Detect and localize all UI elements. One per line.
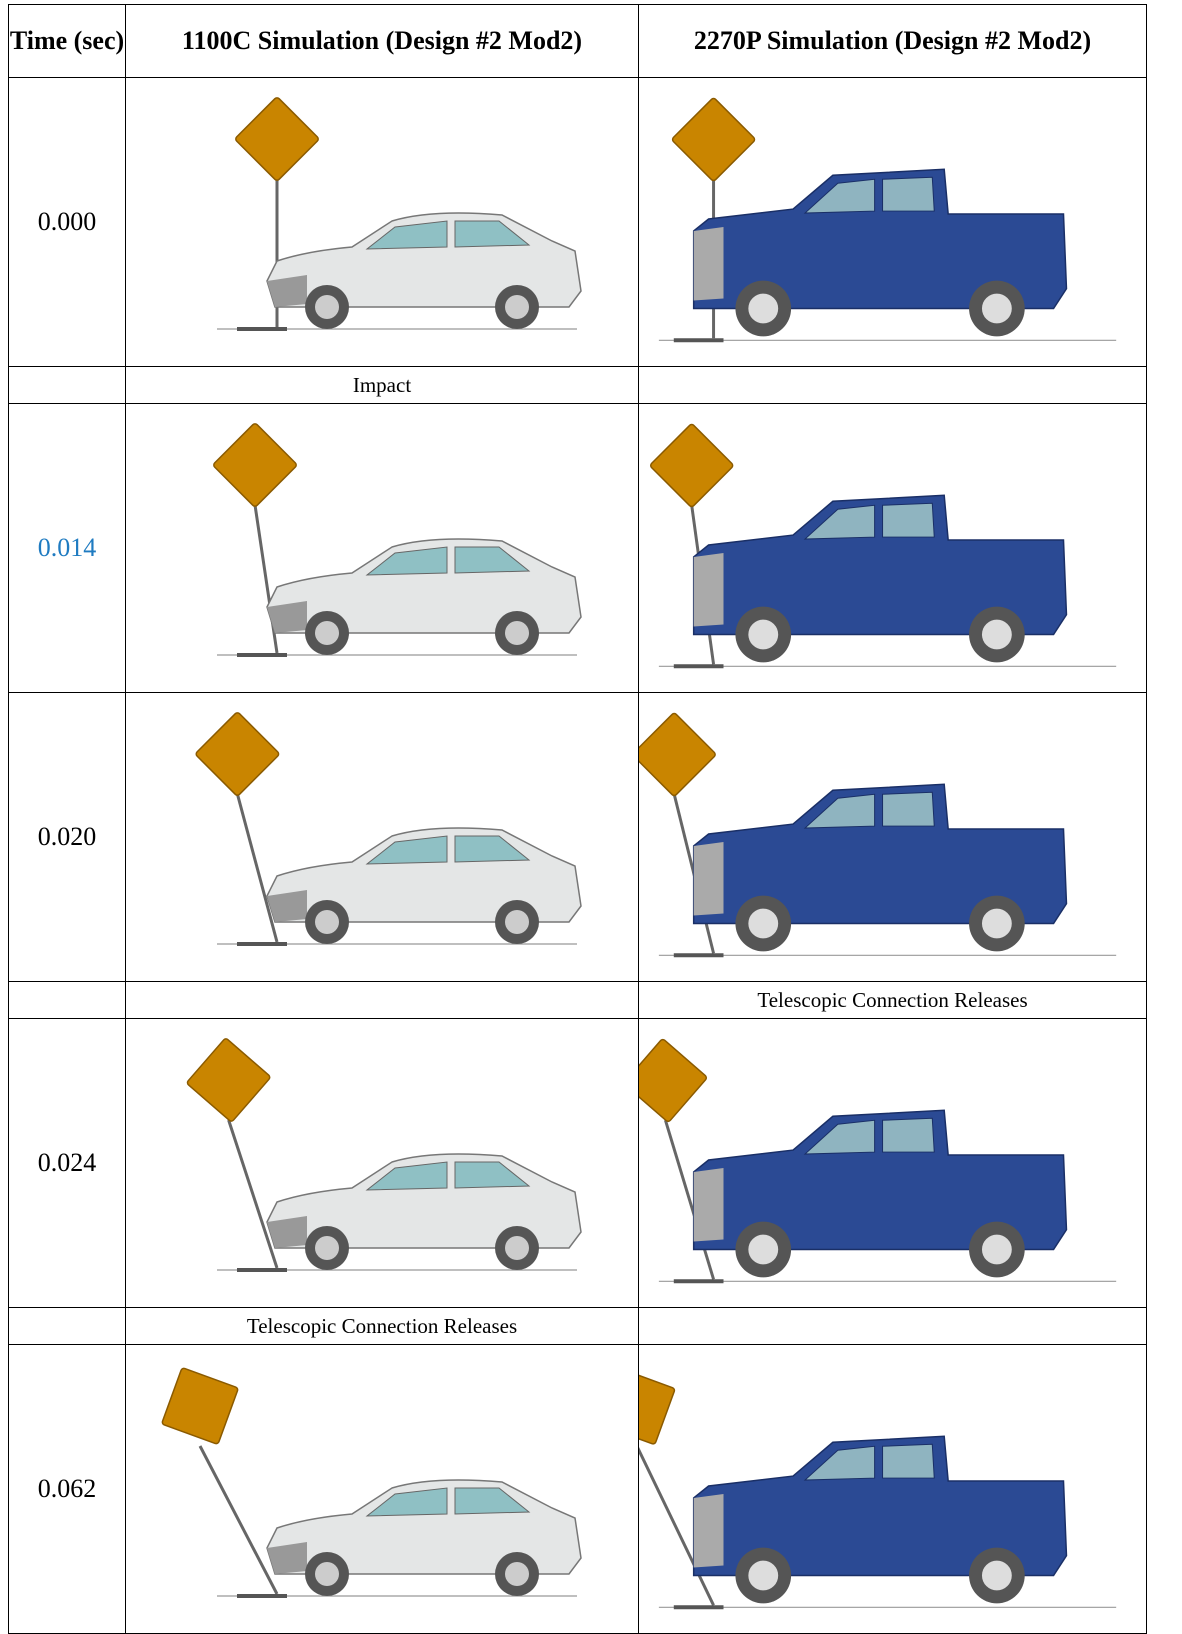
image-cell	[125, 692, 639, 982]
time-cell: 0.062	[8, 1344, 126, 1634]
image-cell	[638, 403, 1147, 693]
sim-image	[217, 95, 582, 331]
time-cell: 0.000	[8, 77, 126, 367]
sim-image	[211, 421, 582, 657]
note-cell	[638, 1307, 1147, 1345]
note-cell	[125, 981, 639, 1019]
time-cell: 0.020	[8, 692, 126, 982]
table-row: Telescopic Connection Releases	[8, 981, 1147, 1019]
note-cell: Telescopic Connection Releases	[125, 1307, 639, 1345]
sim-table: Time (sec) 1100C Simulation (Design #2 M…	[8, 4, 1147, 1634]
note-cell	[8, 1307, 126, 1345]
table-row: 0.014	[8, 403, 1147, 693]
note-cell	[8, 366, 126, 404]
header-cell: 2270P Simulation (Design #2 Mod2)	[638, 4, 1147, 78]
table-body: 0.000 Impact 0.014 0.020 Telescopic	[8, 77, 1147, 1634]
note-cell: Telescopic Connection Releases	[638, 981, 1147, 1019]
sim-image	[639, 1034, 1117, 1284]
sim-image	[658, 96, 1117, 343]
note-cell: Impact	[125, 366, 639, 404]
sim-image	[182, 1033, 582, 1272]
image-cell	[638, 77, 1147, 367]
header-cell: 1100C Simulation (Design #2 Mod2)	[125, 4, 639, 78]
time-cell: 0.014	[8, 403, 126, 693]
table-row: Telescopic Connection Releases	[8, 1307, 1147, 1345]
note-cell	[638, 366, 1147, 404]
image-cell	[638, 692, 1147, 982]
image-cell	[125, 403, 639, 693]
table-row: Impact	[8, 366, 1147, 404]
sim-image	[648, 422, 1117, 669]
sim-image	[639, 711, 1117, 958]
image-cell	[125, 1018, 639, 1308]
header-cell: Time (sec)	[8, 4, 126, 78]
image-cell	[638, 1344, 1147, 1634]
sim-image	[142, 1348, 582, 1598]
image-cell	[125, 77, 639, 367]
table-row: 0.000	[8, 77, 1147, 367]
note-cell	[8, 981, 126, 1019]
table-row: 0.062	[8, 1344, 1147, 1634]
header-row: Time (sec) 1100C Simulation (Design #2 M…	[8, 4, 1147, 78]
image-cell	[125, 1344, 639, 1634]
sim-image	[639, 1349, 1117, 1610]
table-row: 0.020	[8, 692, 1147, 982]
image-cell	[638, 1018, 1147, 1308]
time-cell: 0.024	[8, 1018, 126, 1308]
table-row: 0.024	[8, 1018, 1147, 1308]
sim-image	[194, 710, 582, 946]
